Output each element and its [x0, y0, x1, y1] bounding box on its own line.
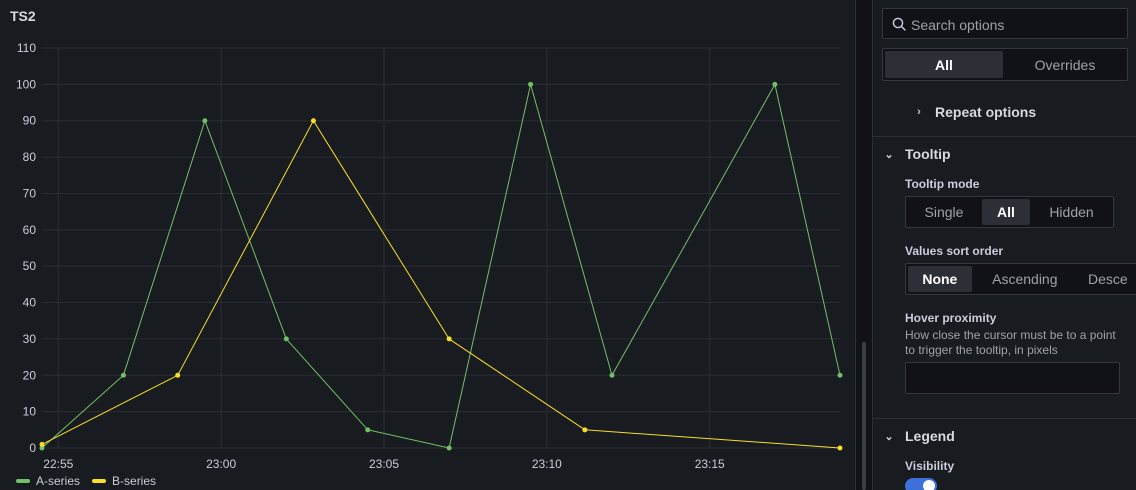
legend-section-header[interactable]: ⌄ Legend — [873, 416, 1136, 456]
search-options-box[interactable] — [882, 8, 1128, 40]
data-point-a-series — [202, 118, 208, 124]
data-point-a-series — [609, 372, 615, 378]
y-tick-label: 40 — [23, 296, 37, 310]
x-tick-label: 23:00 — [206, 457, 236, 471]
section-divider — [873, 418, 1136, 419]
line-chart: 0 10 20 30 40 50 60 70 80 90 100 110 22:55 23:00 23:05… — [16, 41, 843, 471]
tooltip-mode-group: Single All Hidden — [905, 196, 1114, 228]
legend-swatch-a — [16, 479, 30, 483]
chevron-down-icon: ⌄ — [884, 430, 894, 443]
hover-proximity-label: Hover proximity — [905, 311, 997, 325]
hover-proximity-description: How close the cursor must be to a point … — [905, 328, 1116, 357]
chevron-right-icon: › — [917, 106, 921, 118]
section-divider — [873, 136, 1136, 137]
data-point-a-series — [120, 372, 126, 378]
data-point-a-series — [365, 427, 371, 433]
data-point-b-series — [175, 372, 181, 378]
y-tick-label: 10 — [23, 405, 37, 419]
search-options-input[interactable] — [909, 9, 1123, 40]
y-tick-label: 50 — [23, 259, 37, 273]
repeat-options-label: Repeat options — [935, 104, 1037, 120]
options-tab-group: All Overrides — [882, 48, 1128, 81]
sort-descending[interactable]: Desce — [1087, 271, 1128, 287]
time-series-panel: 0 10 20 30 40 50 60 70 80 90 100 110 22:55 23:00 23:05… — [10, 0, 856, 490]
tooltip-mode-hidden[interactable]: Hidden — [1049, 204, 1094, 220]
tooltip-mode-single[interactable]: Single — [924, 204, 964, 220]
y-tick-label: 70 — [23, 186, 37, 200]
data-point-a-series — [39, 445, 45, 451]
x-tick-label: 23:15 — [695, 457, 725, 471]
data-point-a-series — [446, 445, 452, 451]
tooltip-section-title: Tooltip — [905, 146, 951, 162]
series-line-b-series — [41, 120, 841, 449]
legend-label-b: B-series — [112, 474, 157, 488]
tooltip-section-header[interactable]: ⌄ Tooltip — [873, 134, 1136, 174]
tooltip-mode-label: Tooltip mode — [905, 177, 980, 191]
sort-order-group: None Ascending Desce — [905, 263, 1136, 295]
values-sort-order-label: Values sort order — [905, 244, 1004, 258]
toggle-knob — [923, 480, 935, 490]
data-point-b-series — [310, 118, 316, 124]
legend-item-a-series[interactable]: A-series — [16, 474, 80, 488]
y-tick-label: 30 — [23, 332, 37, 346]
legend-section-title: Legend — [905, 428, 955, 444]
legend-visibility-toggle[interactable] — [905, 478, 937, 490]
data-point-a-series — [283, 336, 289, 342]
tab-overrides[interactable]: Overrides — [1034, 56, 1096, 73]
y-tick-label: 90 — [23, 114, 37, 128]
x-tick-label: 22:55 — [43, 457, 73, 471]
legend-label-a: A-series — [36, 474, 81, 488]
repeat-options-section[interactable]: › Repeat options — [873, 92, 1136, 132]
y-tick-label: 0 — [29, 441, 36, 455]
data-point-a-series — [837, 372, 843, 378]
sort-ascending[interactable]: Ascending — [992, 271, 1058, 287]
y-tick-label: 110 — [17, 41, 36, 55]
panel-scrollbar-thumb[interactable] — [862, 342, 866, 490]
x-tick-label: 23:05 — [369, 457, 399, 471]
y-tick-label: 80 — [23, 150, 37, 164]
sort-none[interactable]: None — [908, 266, 972, 292]
data-point-a-series — [528, 81, 534, 87]
hover-proximity-input[interactable] — [905, 362, 1120, 394]
y-tick-label: 20 — [23, 368, 37, 382]
data-point-b-series — [446, 336, 452, 342]
series-line-a-series — [41, 83, 841, 449]
search-icon — [892, 17, 906, 31]
data-point-b-series — [837, 445, 843, 451]
legend-swatch-b — [92, 479, 107, 483]
legend-item-b-series[interactable]: B-series — [92, 474, 156, 488]
data-point-b-series — [39, 441, 45, 447]
legend-visibility-label: Visibility — [905, 459, 955, 473]
data-point-b-series — [582, 427, 588, 433]
options-pane: All Overrides › Repeat options ⌄ Tooltip… — [872, 0, 1136, 490]
data-point-a-series — [772, 81, 778, 87]
x-tick-label: 23:10 — [532, 457, 562, 471]
y-tick-label: 60 — [23, 223, 37, 237]
y-tick-label: 100 — [16, 77, 36, 91]
tooltip-mode-all[interactable]: All — [982, 199, 1030, 225]
chevron-down-icon: ⌄ — [884, 148, 894, 161]
tab-all[interactable]: All — [885, 51, 1003, 78]
chart-legend: A-series B-series — [16, 474, 156, 488]
panel-scroll-gutter — [856, 0, 872, 490]
panel-title: TS2 — [10, 8, 36, 24]
